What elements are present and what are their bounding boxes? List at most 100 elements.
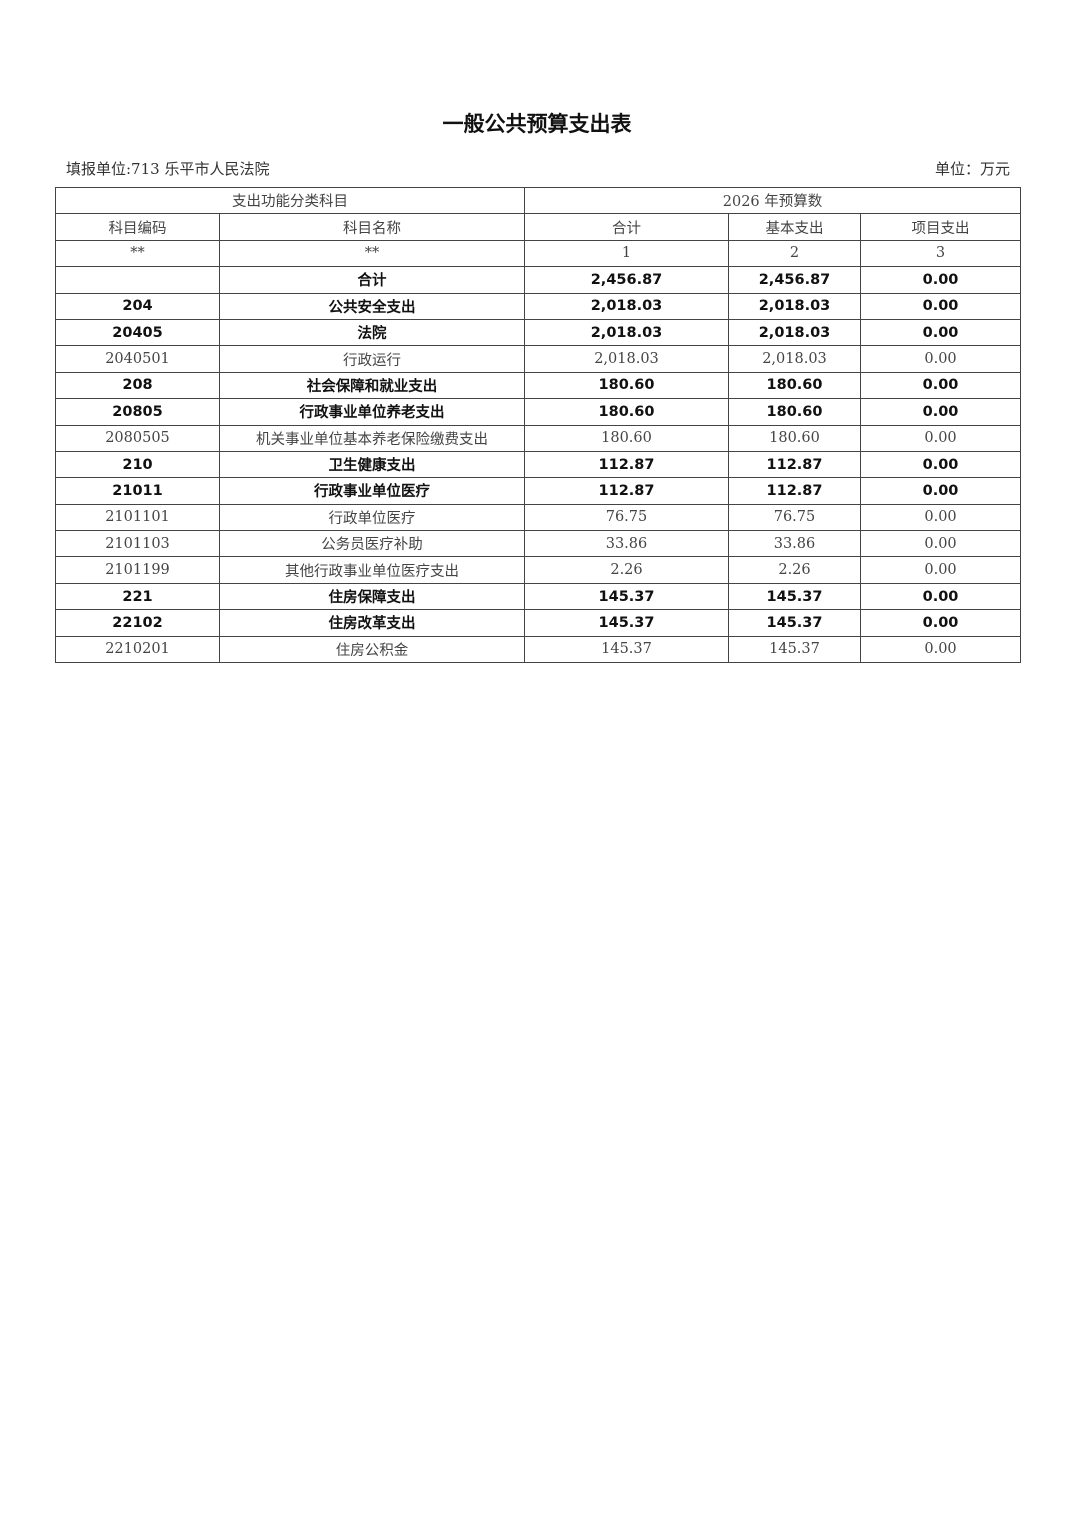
cell-basic: 2,456.87 [728,266,861,294]
cell-total: 112.87 [524,450,729,479]
cell-total: 145.37 [524,635,729,664]
cell-code: 22102 [55,609,220,637]
cell-code [55,266,220,294]
cell-name: 行政运行 [219,345,525,373]
cell-basic: 33.86 [728,530,861,558]
cell-code: 2040501 [55,345,220,373]
cell-basic: 2,018.03 [728,292,861,320]
cell-code: 2080505 [55,424,220,452]
table-row: 221 住房保障支出 145.37 145.37 0.00 [55,582,1022,611]
index-3: 3 [859,239,1022,268]
cell-total: 112.87 [524,477,729,505]
cell-project: 0.00 [859,556,1022,584]
cell-project: 0.00 [859,503,1022,532]
cell-total: 145.37 [524,609,729,637]
cell-basic: 76.75 [728,503,861,532]
cell-code: 204 [55,292,220,320]
cell-project: 0.00 [859,530,1022,558]
cell-total: 2,456.87 [524,266,729,294]
cell-basic: 2,018.03 [728,345,861,373]
cell-project: 0.00 [859,424,1022,452]
cell-name: 行政单位医疗 [219,503,525,532]
table-row: 2040501 行政运行 2,018.03 2,018.03 0.00 [55,345,1022,373]
cell-name: 住房改革支出 [219,609,525,637]
cell-code: 20405 [55,318,220,347]
table-row: 2210201 住房公积金 145.37 145.37 0.00 [55,635,1022,664]
cell-basic: 180.60 [728,398,861,426]
table-row: 22102 住房改革支出 145.37 145.37 0.00 [55,609,1022,637]
cell-name: 机关事业单位基本养老保险缴费支出 [219,424,525,452]
cell-project: 0.00 [859,582,1022,611]
cell-project: 0.00 [859,266,1022,294]
header-row-index: ** ** 1 2 3 [55,239,1022,268]
cell-total: 2,018.03 [524,318,729,347]
cell-code: 208 [55,371,220,400]
header-total: 合计 [524,213,729,241]
cell-name: 其他行政事业单位医疗支出 [219,556,525,584]
cell-total: 180.60 [524,424,729,452]
cell-project: 0.00 [859,371,1022,400]
header-row-columns: 科目编码 科目名称 合计 基本支出 项目支出 [55,213,1022,241]
index-name: ** [219,239,525,268]
cell-basic: 145.37 [728,582,861,611]
cell-name: 行政事业单位医疗 [219,477,525,505]
cell-code: 21011 [55,477,220,505]
cell-total: 2.26 [524,556,729,584]
cell-code: 210 [55,450,220,479]
index-1: 1 [524,239,729,268]
currency-unit: 单位：万元 [934,160,1010,178]
table-row: 2080505 机关事业单位基本养老保险缴费支出 180.60 180.60 0.00 [55,424,1022,452]
cell-basic: 2.26 [728,556,861,584]
index-code: ** [55,239,220,268]
table-row: 204 公共安全支出 2,018.03 2,018.03 0.00 [55,292,1022,320]
header-basic: 基本支出 [728,213,861,241]
header-code: 科目编码 [55,213,220,241]
header-project: 项目支出 [859,213,1022,241]
table-row: 2101103 公务员医疗补助 33.86 33.86 0.00 [55,530,1022,558]
header-budget-year: 2026 年预算数 [523,186,1022,215]
header-row-group: 支出功能分类科目 2026 年预算数 [55,186,1022,215]
table-row: 20805 行政事业单位养老支出 180.60 180.60 0.00 [55,398,1022,426]
cell-basic: 145.37 [728,635,861,664]
table-row: 208 社会保障和就业支出 180.60 180.60 0.00 [55,371,1022,400]
header-function-category: 支出功能分类科目 [55,186,525,215]
cell-total: 76.75 [524,503,729,532]
cell-basic: 112.87 [728,450,861,479]
page-title: 一般公共预算支出表 [442,112,632,136]
cell-code: 2101101 [55,503,220,532]
cell-basic: 145.37 [728,609,861,637]
cell-basic: 180.60 [728,371,861,400]
cell-basic: 2,018.03 [728,318,861,347]
header-name: 科目名称 [219,213,525,241]
cell-name: 公务员医疗补助 [219,530,525,558]
budget-table: 支出功能分类科目 2026 年预算数 科目编码 科目名称 合计 基本支出 项目支… [55,186,1022,664]
index-2: 2 [728,239,861,268]
cell-basic: 180.60 [728,424,861,452]
table-row: 21011 行政事业单位医疗 112.87 112.87 0.00 [55,477,1022,505]
cell-name: 住房公积金 [219,635,525,664]
cell-name: 公共安全支出 [219,292,525,320]
reporting-unit: 填报单位:713 乐平市人民法院 [66,160,270,178]
cell-name: 住房保障支出 [219,582,525,611]
cell-project: 0.00 [859,318,1022,347]
cell-name: 行政事业单位养老支出 [219,398,525,426]
cell-code: 2101103 [55,530,220,558]
cell-project: 0.00 [859,292,1022,320]
cell-total: 180.60 [524,371,729,400]
table-row: 合计 2,456.87 2,456.87 0.00 [55,266,1022,294]
cell-project: 0.00 [859,450,1022,479]
table-row: 20405 法院 2,018.03 2,018.03 0.00 [55,318,1022,347]
cell-name: 法院 [219,318,525,347]
cell-project: 0.00 [859,609,1022,637]
cell-code: 2101199 [55,556,220,584]
cell-name: 合计 [219,266,525,294]
cell-total: 2,018.03 [524,292,729,320]
cell-code: 2210201 [55,635,220,664]
table-row: 2101101 行政单位医疗 76.75 76.75 0.00 [55,503,1022,532]
cell-total: 180.60 [524,398,729,426]
cell-total: 145.37 [524,582,729,611]
cell-project: 0.00 [859,398,1022,426]
cell-code: 221 [55,582,220,611]
cell-project: 0.00 [859,635,1022,664]
